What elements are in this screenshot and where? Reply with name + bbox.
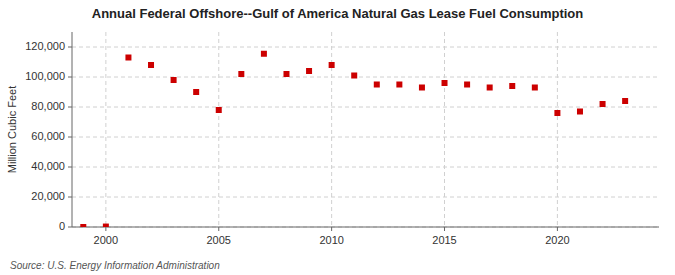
grid-line-x bbox=[331, 32, 332, 227]
point bbox=[216, 107, 222, 113]
axes: 0 20,000 40,000 60,000 80,000 100,000 120,000 2… bbox=[25, 32, 659, 246]
grid-line-y bbox=[72, 197, 659, 198]
grid-line-x bbox=[105, 32, 106, 227]
grid-line-y bbox=[72, 47, 659, 48]
point bbox=[374, 82, 380, 88]
point bbox=[261, 51, 267, 57]
tick-label-y: 120,000 bbox=[25, 40, 65, 52]
tick-label-y: 40,000 bbox=[31, 160, 65, 172]
point bbox=[622, 98, 628, 104]
grid-line-x bbox=[557, 32, 558, 227]
tick-label-y: 20,000 bbox=[31, 190, 65, 202]
grid-line-y bbox=[72, 137, 659, 138]
point bbox=[464, 82, 470, 88]
point bbox=[532, 85, 538, 91]
grid-line-x bbox=[444, 32, 445, 227]
point bbox=[148, 62, 154, 68]
tick-y bbox=[68, 137, 72, 138]
tick-label-x: 2005 bbox=[207, 234, 231, 246]
point bbox=[509, 83, 515, 89]
tick-label-x: 2015 bbox=[432, 234, 456, 246]
point bbox=[171, 77, 177, 83]
point bbox=[577, 109, 583, 115]
tick-label-x: 2010 bbox=[319, 234, 343, 246]
point bbox=[80, 224, 86, 227]
grid bbox=[72, 32, 659, 227]
axis-y bbox=[72, 32, 73, 227]
grid-line-y bbox=[72, 167, 659, 168]
chart: 0 20,000 40,000 60,000 80,000 100,000 120,000 2… bbox=[0, 0, 675, 275]
point bbox=[396, 82, 402, 88]
point bbox=[329, 62, 335, 68]
tick-label-y: 100,000 bbox=[25, 70, 65, 82]
tick-x bbox=[331, 227, 332, 231]
point bbox=[351, 73, 357, 79]
point bbox=[306, 68, 312, 74]
tick-x bbox=[557, 227, 558, 231]
point bbox=[419, 85, 425, 91]
tick-label-y: 80,000 bbox=[31, 100, 65, 112]
grid-line-y bbox=[72, 227, 659, 228]
point bbox=[600, 101, 606, 107]
tick-y bbox=[68, 227, 72, 228]
point bbox=[487, 85, 493, 91]
point bbox=[283, 71, 289, 77]
tick-label-x: 2000 bbox=[94, 234, 118, 246]
point bbox=[238, 71, 244, 77]
grid-line-y bbox=[72, 107, 659, 108]
grid-line-x bbox=[218, 32, 219, 227]
point bbox=[193, 89, 199, 95]
tick-x bbox=[444, 227, 445, 231]
tick-y bbox=[68, 107, 72, 108]
tick-label-y: 0 bbox=[59, 220, 65, 232]
axis-x bbox=[72, 227, 659, 228]
tick-label-x: 2020 bbox=[545, 234, 569, 246]
tick-y bbox=[68, 167, 72, 168]
tick-label-y: 60,000 bbox=[31, 130, 65, 142]
tick-x bbox=[218, 227, 219, 231]
tick-y bbox=[68, 47, 72, 48]
point bbox=[125, 55, 131, 61]
title: Annual Federal Offshore--Gulf of America… bbox=[92, 6, 583, 21]
tick-x bbox=[105, 227, 106, 231]
points bbox=[80, 51, 628, 227]
point bbox=[554, 110, 560, 116]
tick-y bbox=[68, 197, 72, 198]
point bbox=[442, 80, 448, 86]
axis-label-y: Million Cubic Feet bbox=[6, 86, 18, 173]
source: Source: U.S. Energy Information Administ… bbox=[10, 260, 220, 271]
point bbox=[103, 224, 109, 227]
tick-y bbox=[68, 77, 72, 78]
grid-line-y bbox=[72, 77, 659, 78]
